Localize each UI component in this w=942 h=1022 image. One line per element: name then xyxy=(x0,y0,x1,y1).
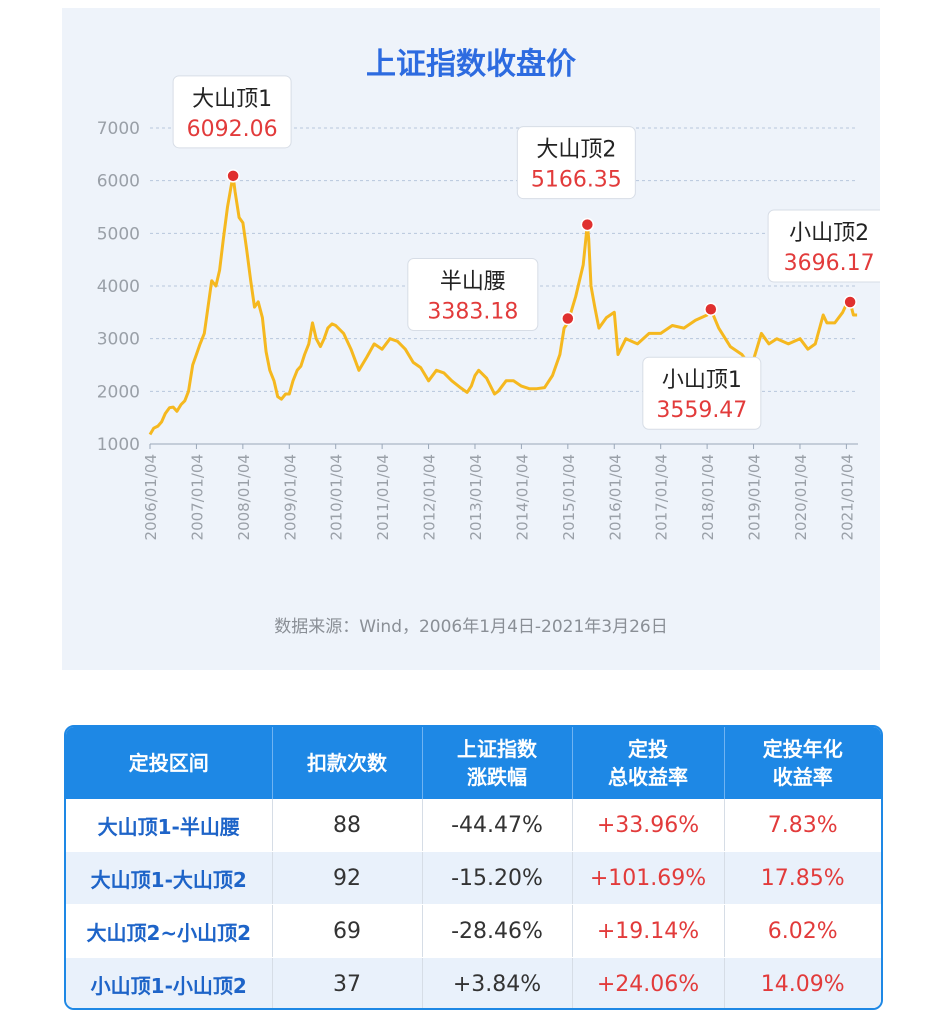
cell-period: 小山顶1-小山顶2 xyxy=(66,957,273,1008)
table-row: 大山顶2~小山顶2 69 -28.46% +19.14% 6.02% xyxy=(66,904,881,958)
cell-annual: 14.09% xyxy=(724,957,881,1008)
x-tick-label: 2016/01/04 xyxy=(606,454,624,540)
header-index-change: 上证指数 涨跌幅 xyxy=(422,727,573,799)
x-tick-label: 2010/01/04 xyxy=(328,454,346,540)
x-tick-label: 2013/01/04 xyxy=(467,454,485,540)
x-tick-label: 2007/01/04 xyxy=(188,454,206,540)
annotation-callout: 大山顶1 6092.06 xyxy=(172,75,292,183)
cell-change: -44.47% xyxy=(422,799,573,852)
cell-annual: 17.85% xyxy=(724,851,881,905)
header-count: 扣款次数 xyxy=(272,727,423,799)
callout-box xyxy=(642,356,762,430)
chart-title: 上证指数收盘价 xyxy=(366,47,576,82)
callout-name: 小山顶2 xyxy=(789,221,869,246)
x-tick-label: 2006/01/04 xyxy=(142,454,160,540)
x-tick-label: 2019/01/04 xyxy=(746,454,764,540)
callout-name: 半山腰 xyxy=(440,269,506,294)
callout-value: 5166.35 xyxy=(531,168,622,193)
callout-name: 大山顶2 xyxy=(536,138,616,163)
cell-change: -28.46% xyxy=(422,904,573,958)
y-tick-label: 5000 xyxy=(97,224,140,244)
cell-annual: 7.83% xyxy=(724,799,881,852)
table-header-row: 定投区间 扣款次数 上证指数 涨跌幅 定投 总收益率 定投年化 收益率 xyxy=(66,727,881,799)
peak-marker xyxy=(704,302,718,316)
callout-box xyxy=(172,75,292,149)
cell-total: +19.14% xyxy=(572,904,725,958)
cell-total: +33.96% xyxy=(572,799,725,852)
header-period: 定投区间 xyxy=(66,727,273,799)
chart-svg: 上证指数收盘价 1000 2000 3000 4000 5000 6000 7000 200… xyxy=(97,47,880,637)
annotation-callout: 小山顶2 3696.17 xyxy=(767,209,880,309)
x-tick-label: 2020/01/04 xyxy=(792,454,810,540)
table-row: 大山顶1-半山腰 88 -44.47% +33.96% 7.83% xyxy=(66,799,881,852)
source-note: 数据来源：Wind，2006年1月4日-2021年3月26日 xyxy=(274,617,667,637)
y-tick-label: 2000 xyxy=(97,382,140,402)
callout-value: 6092.06 xyxy=(187,117,278,142)
cell-total: +24.06% xyxy=(572,957,725,1008)
cell-change: -15.20% xyxy=(422,851,573,905)
x-tick-label: 2008/01/04 xyxy=(235,454,253,540)
callout-value: 3559.47 xyxy=(656,398,747,423)
x-tick-label: 2009/01/04 xyxy=(281,454,299,540)
cell-period: 大山顶1-半山腰 xyxy=(66,799,273,852)
x-tick-label: 2012/01/04 xyxy=(421,454,439,540)
x-tick-label: 2021/01/04 xyxy=(838,454,856,540)
annotations: 大山顶1 6092.06 大山顶2 5166.35 半山腰 3383.18 小山顶1 3559… xyxy=(172,75,880,430)
table-row: 小山顶1-小山顶2 37 +3.84% +24.06% 14.09% xyxy=(66,957,881,1008)
x-tick-label: 2017/01/04 xyxy=(653,454,671,540)
cell-count: 69 xyxy=(272,904,423,958)
peak-marker xyxy=(226,169,240,183)
y-tick-label: 7000 xyxy=(97,119,140,139)
cell-period: 大山顶2~小山顶2 xyxy=(66,904,273,958)
x-axis-ticks: 2006/01/04 2007/01/04 2008/01/04 2009/01/04… xyxy=(142,444,856,540)
header-total-return: 定投 总收益率 xyxy=(572,727,725,799)
y-tick-label: 6000 xyxy=(97,172,140,192)
cell-period: 大山顶1-大山顶2 xyxy=(66,851,273,905)
peak-marker xyxy=(561,311,575,326)
table-row: 大山顶1-大山顶2 92 -15.20% +101.69% 17.85% xyxy=(66,851,881,905)
comparison-table: 定投区间 扣款次数 上证指数 涨跌幅 定投 总收益率 定投年化 收益率 大山顶1-半山… xyxy=(64,725,883,1010)
x-tick-label: 2011/01/04 xyxy=(374,454,392,540)
peak-marker xyxy=(843,295,857,309)
cell-count: 88 xyxy=(272,799,423,852)
cell-change: +3.84% xyxy=(422,957,573,1008)
annotation-callout: 小山顶1 3559.47 xyxy=(642,302,762,430)
callout-value: 3696.17 xyxy=(784,251,875,276)
callout-box xyxy=(767,209,880,283)
annotation-callout: 大山顶2 5166.35 xyxy=(516,126,636,232)
peak-marker xyxy=(580,217,595,232)
y-axis-ticks: 1000 2000 3000 4000 5000 6000 7000 xyxy=(97,119,140,455)
callout-name: 大山顶1 xyxy=(192,87,272,112)
y-tick-label: 3000 xyxy=(97,330,140,350)
annotation-callout: 半山腰 3383.18 xyxy=(407,257,575,331)
x-tick-label: 2018/01/04 xyxy=(699,454,717,540)
y-tick-label: 4000 xyxy=(97,277,140,297)
header-annual-return: 定投年化 收益率 xyxy=(724,727,881,799)
cell-count: 37 xyxy=(272,957,423,1008)
x-tick-label: 2014/01/04 xyxy=(513,454,531,540)
callout-name: 小山顶1 xyxy=(662,368,742,393)
callout-box xyxy=(407,257,539,331)
chart-panel: 上证指数收盘价 1000 2000 3000 4000 5000 6000 7000 200… xyxy=(62,8,880,670)
x-tick-label: 2015/01/04 xyxy=(560,454,578,540)
y-tick-label: 1000 xyxy=(97,435,140,455)
cell-annual: 6.02% xyxy=(724,904,881,958)
callout-value: 3383.18 xyxy=(427,299,518,324)
cell-total: +101.69% xyxy=(572,851,725,905)
callout-box xyxy=(516,126,636,200)
cell-count: 92 xyxy=(272,851,423,905)
